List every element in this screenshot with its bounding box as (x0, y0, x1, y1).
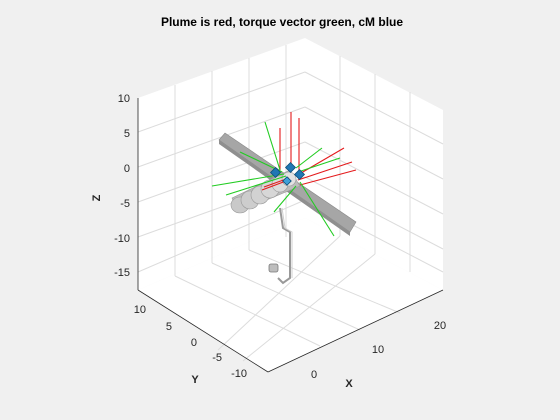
chart-title: Plume is red, torque vector green, cM bl… (161, 15, 403, 29)
z-tick-label: -10 (114, 233, 130, 245)
x-tick-label: 20 (434, 320, 446, 332)
z-tick-label: 10 (118, 93, 130, 105)
y-tick-label: 0 (191, 337, 197, 349)
z-tick-label: 0 (124, 163, 130, 175)
z-axis-label: Z (91, 194, 103, 201)
y-axis-label: Y (191, 374, 199, 386)
x-axis-label: X (345, 378, 353, 390)
x-tick-label: 0 (311, 369, 317, 381)
z-tick-label: -5 (120, 198, 130, 210)
tether-weight (269, 264, 278, 272)
y-tick-label: -10 (231, 368, 247, 380)
y-tick-label: -5 (212, 352, 222, 364)
y-tick-label: 10 (134, 304, 146, 316)
y-tick-label: 5 (166, 321, 172, 333)
z-tick-label: 5 (124, 128, 130, 140)
z-tick-label: -15 (114, 267, 130, 279)
x-tick-label: 10 (372, 344, 384, 356)
